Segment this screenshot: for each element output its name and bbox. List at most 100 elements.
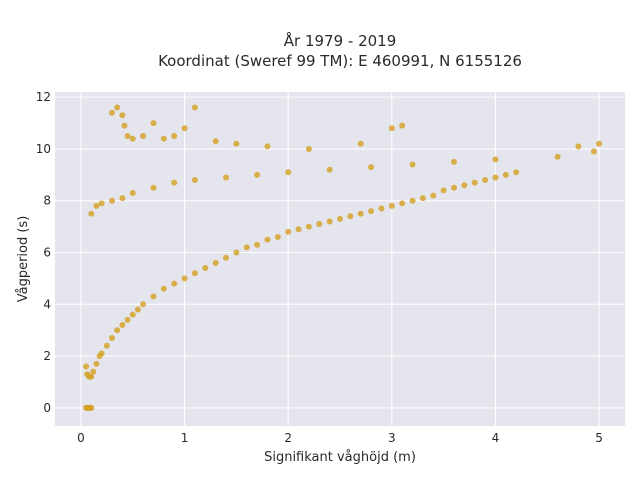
data-point [103,342,110,349]
data-point [368,164,375,171]
data-point [98,350,105,357]
data-point [243,244,250,251]
x-tick-label: 1 [181,431,189,445]
data-point [129,311,136,318]
x-tick-label: 0 [77,431,85,445]
data-point [295,226,302,233]
data-point [264,236,271,243]
y-tick-label: 10 [36,142,51,156]
data-point [223,174,229,181]
data-point [140,301,147,308]
data-point [326,218,333,225]
data-point [114,104,121,111]
data-point [368,208,375,215]
data-point [399,122,406,129]
data-point [254,241,261,248]
y-tick-label: 0 [43,401,51,415]
data-point [451,158,457,165]
data-point [109,334,115,341]
y-tick-label: 12 [36,90,51,104]
data-point [212,138,219,145]
data-point [191,270,198,277]
data-point [121,122,128,129]
data-point [357,210,364,217]
data-point [233,140,240,147]
data-point [223,254,229,261]
data-point [451,184,457,191]
data-point [124,316,131,323]
data-point [88,373,95,380]
data-point [471,179,478,186]
chart-subtitle: Koordinat (Sweref 99 TM): E 460991, N 61… [158,52,522,70]
data-points [83,104,603,411]
data-point [212,259,219,266]
data-point [388,125,395,132]
data-point [160,135,167,142]
data-point [150,293,157,300]
y-tick-label: 8 [43,194,51,208]
data-point [191,177,198,184]
data-point [129,135,136,142]
data-point [119,112,126,119]
y-tick-label: 2 [43,349,51,363]
x-axis-label: Signifikant våghöjd (m) [264,450,416,465]
grid [55,92,625,426]
data-point [388,202,395,209]
data-point [181,275,188,282]
data-point [171,179,178,186]
data-point [378,205,385,212]
data-point [285,228,292,235]
data-point [590,148,597,155]
data-point [202,265,209,272]
y-tick-label: 4 [43,297,51,311]
data-point [419,195,426,202]
chart-title: År 1979 - 2019 [284,31,397,50]
data-point [326,166,333,173]
x-tick-label: 3 [388,431,396,445]
data-point [124,133,131,140]
data-point [440,187,447,194]
data-point [554,153,561,160]
data-point [150,120,157,127]
data-point [90,368,97,375]
data-point [575,143,582,150]
data-point [513,169,520,176]
data-point [316,221,323,228]
data-point [399,200,406,207]
data-point [160,285,167,292]
data-point [596,140,603,147]
data-point [119,322,126,329]
data-point [93,360,100,367]
data-point [98,200,105,207]
data-point [482,177,489,184]
data-point [347,213,354,220]
data-point [181,125,188,132]
data-point [264,143,271,150]
data-point [233,249,240,256]
data-point [109,109,115,116]
data-point [502,171,509,178]
data-point [409,161,416,168]
y-tick-label: 6 [43,246,51,260]
data-point [119,195,126,202]
data-point [134,306,141,313]
data-point [171,133,178,140]
y-axis-label: Vågperiod (s) [16,216,31,303]
data-point [191,104,198,111]
data-point [254,171,261,178]
data-point [285,169,292,176]
data-point [171,280,178,287]
data-point [150,184,157,191]
x-tick-label: 2 [284,431,292,445]
data-point [337,215,343,222]
data-point [109,197,115,204]
data-point [430,192,437,199]
data-point [492,174,499,181]
data-point [461,182,468,189]
data-point [88,404,95,411]
data-point [88,210,95,217]
data-point [357,140,364,147]
